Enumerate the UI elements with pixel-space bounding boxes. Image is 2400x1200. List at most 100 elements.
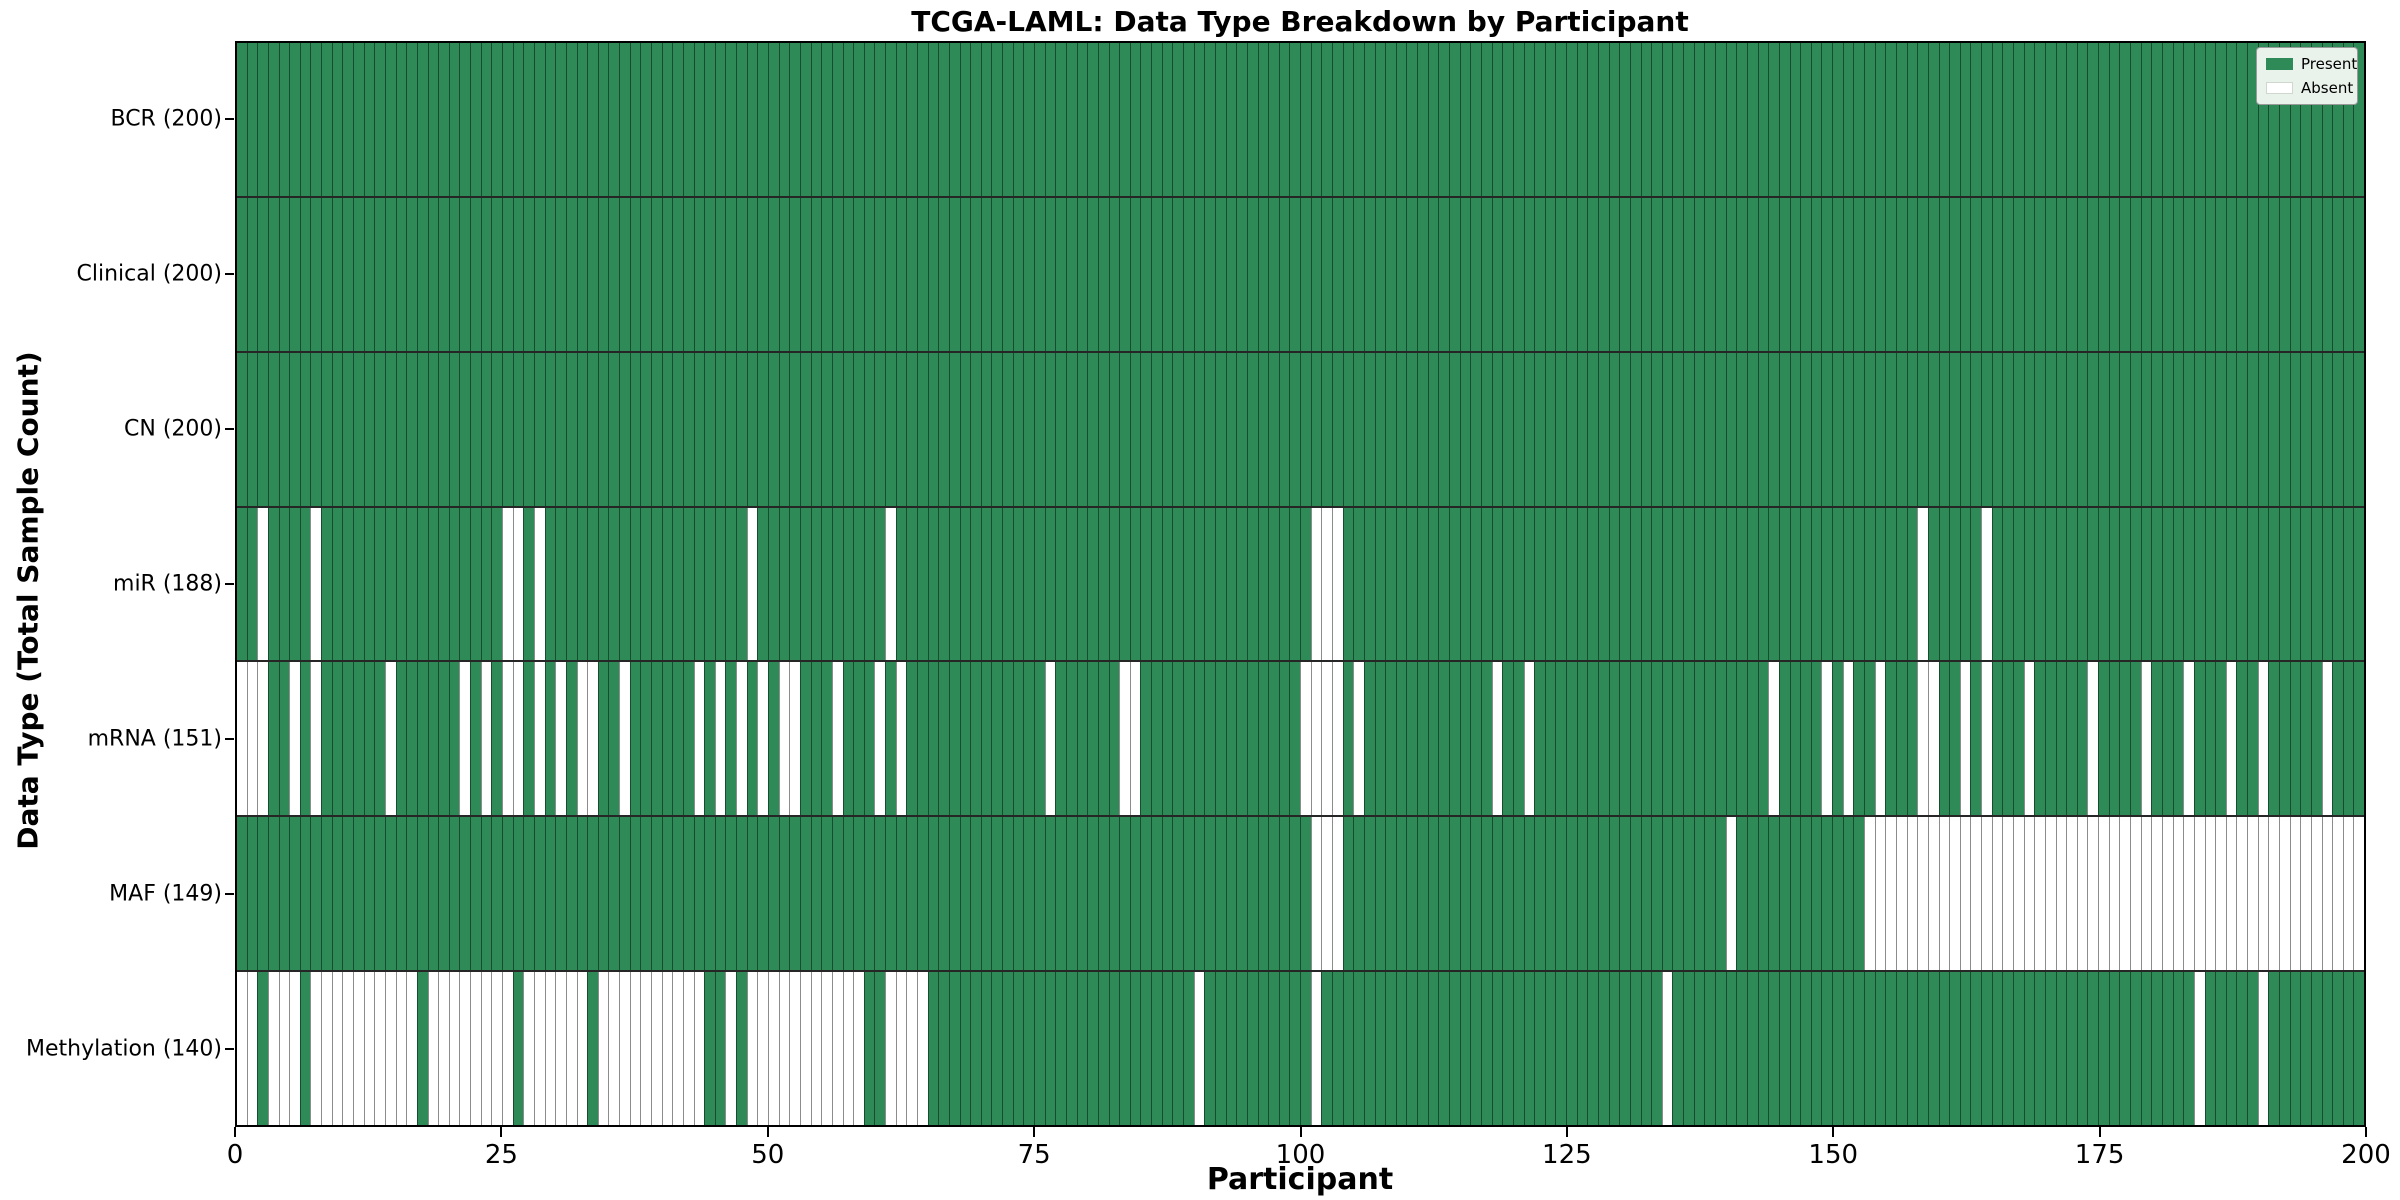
cell-miR-151 bbox=[1842, 507, 1854, 661]
cell-MAF-84 bbox=[1129, 817, 1141, 971]
cell-mRNA-28 bbox=[533, 662, 545, 816]
cell-MAF-0 bbox=[237, 817, 247, 971]
cell-Methylation-66 bbox=[938, 972, 949, 1126]
cell-miR-131 bbox=[1629, 507, 1641, 661]
cell-Methylation-117 bbox=[1480, 972, 1492, 1126]
cell-mRNA-106 bbox=[1363, 662, 1375, 816]
cell-Methylation-50 bbox=[768, 972, 779, 1126]
cell-Methylation-136 bbox=[1683, 972, 1694, 1126]
cell-CN-49 bbox=[757, 352, 769, 506]
cell-Clinical-90 bbox=[1193, 197, 1205, 351]
cell-CN-128 bbox=[1598, 352, 1609, 506]
cell-mRNA-186 bbox=[2215, 662, 2226, 816]
cell-miR-19 bbox=[438, 507, 449, 661]
cell-mRNA-13 bbox=[374, 662, 385, 816]
cell-BCR-33 bbox=[587, 43, 598, 196]
cell-mRNA-20 bbox=[448, 662, 460, 816]
cell-miR-54 bbox=[810, 507, 822, 661]
cell-Clinical-190 bbox=[2257, 197, 2269, 351]
cell-CN-1 bbox=[246, 352, 258, 506]
cell-CN-79 bbox=[1076, 352, 1088, 506]
cell-Methylation-47 bbox=[736, 972, 747, 1126]
cell-BCR-36 bbox=[619, 43, 630, 196]
cell-miR-86 bbox=[1151, 507, 1162, 661]
cell-miR-169 bbox=[2034, 507, 2045, 661]
cell-miR-186 bbox=[2215, 507, 2226, 661]
cell-miR-21 bbox=[459, 507, 471, 661]
cell-Clinical-179 bbox=[2140, 197, 2152, 351]
cell-CN-39 bbox=[650, 352, 662, 506]
cell-mRNA-62 bbox=[895, 662, 907, 816]
cell-Methylation-198 bbox=[2342, 972, 2354, 1126]
cell-miR-39 bbox=[650, 507, 662, 661]
cell-MAF-100 bbox=[1300, 817, 1311, 971]
cell-MAF-147 bbox=[1800, 817, 1811, 971]
cell-miR-192 bbox=[2279, 507, 2290, 661]
cell-Clinical-29 bbox=[544, 197, 556, 351]
cell-Methylation-119 bbox=[1502, 972, 1513, 1126]
cell-BCR-170 bbox=[2044, 43, 2056, 196]
cell-miR-199 bbox=[2353, 507, 2365, 661]
cell-CN-123 bbox=[1544, 352, 1556, 506]
cell-CN-77 bbox=[1055, 352, 1066, 506]
cell-CN-160 bbox=[1938, 352, 1950, 506]
cell-mRNA-174 bbox=[2087, 662, 2099, 816]
cell-miR-66 bbox=[938, 507, 949, 661]
cell-CN-114 bbox=[1449, 352, 1460, 506]
cell-CN-61 bbox=[885, 352, 896, 506]
cell-miR-171 bbox=[2055, 507, 2067, 661]
cell-miR-5 bbox=[289, 507, 300, 661]
cell-Methylation-53 bbox=[799, 972, 811, 1126]
cell-mRNA-189 bbox=[2247, 662, 2258, 816]
cell-Clinical-163 bbox=[1970, 197, 1982, 351]
cell-CN-144 bbox=[1768, 352, 1779, 506]
cell-BCR-17 bbox=[416, 43, 428, 196]
cell-Clinical-32 bbox=[576, 197, 588, 351]
cell-miR-51 bbox=[778, 507, 790, 661]
cell-mRNA-49 bbox=[757, 662, 769, 816]
cell-CN-175 bbox=[2098, 352, 2109, 506]
cell-CN-88 bbox=[1172, 352, 1184, 506]
cell-mRNA-159 bbox=[1927, 662, 1939, 816]
cell-mRNA-93 bbox=[1225, 662, 1237, 816]
cell-miR-178 bbox=[2130, 507, 2141, 661]
cell-mRNA-83 bbox=[1119, 662, 1130, 816]
cell-mRNA-122 bbox=[1534, 662, 1545, 816]
cell-Clinical-101 bbox=[1310, 197, 1322, 351]
cell-mRNA-39 bbox=[650, 662, 662, 816]
cell-MAF-76 bbox=[1044, 817, 1056, 971]
cell-CN-33 bbox=[587, 352, 598, 506]
cell-BCR-138 bbox=[1704, 43, 1716, 196]
cell-CN-130 bbox=[1619, 352, 1630, 506]
cell-mRNA-70 bbox=[980, 662, 992, 816]
cell-Methylation-49 bbox=[757, 972, 769, 1126]
cell-mRNA-147 bbox=[1800, 662, 1811, 816]
cell-Methylation-199 bbox=[2353, 972, 2365, 1126]
cell-BCR-177 bbox=[2119, 43, 2131, 196]
cell-mRNA-84 bbox=[1129, 662, 1141, 816]
cell-BCR-140 bbox=[1725, 43, 1737, 196]
cell-Methylation-110 bbox=[1406, 972, 1418, 1126]
cell-miR-71 bbox=[991, 507, 1003, 661]
cell-Clinical-145 bbox=[1778, 197, 1790, 351]
cell-mRNA-199 bbox=[2353, 662, 2365, 816]
cell-BCR-74 bbox=[1023, 43, 1035, 196]
cell-CN-71 bbox=[991, 352, 1003, 506]
cell-mRNA-44 bbox=[704, 662, 715, 816]
cell-MAF-91 bbox=[1204, 817, 1215, 971]
cell-BCR-150 bbox=[1832, 43, 1843, 196]
legend-absent-swatch bbox=[2266, 82, 2293, 94]
cell-CN-56 bbox=[831, 352, 843, 506]
cell-Methylation-128 bbox=[1598, 972, 1609, 1126]
cell-miR-62 bbox=[895, 507, 907, 661]
cell-Methylation-163 bbox=[1970, 972, 1982, 1126]
cell-CN-177 bbox=[2119, 352, 2131, 506]
cell-mRNA-151 bbox=[1842, 662, 1854, 816]
cell-BCR-71 bbox=[991, 43, 1003, 196]
cell-mRNA-135 bbox=[1672, 662, 1684, 816]
cell-Clinical-93 bbox=[1225, 197, 1237, 351]
cell-Clinical-106 bbox=[1363, 197, 1375, 351]
cell-Methylation-78 bbox=[1065, 972, 1077, 1126]
cell-Clinical-8 bbox=[321, 197, 332, 351]
